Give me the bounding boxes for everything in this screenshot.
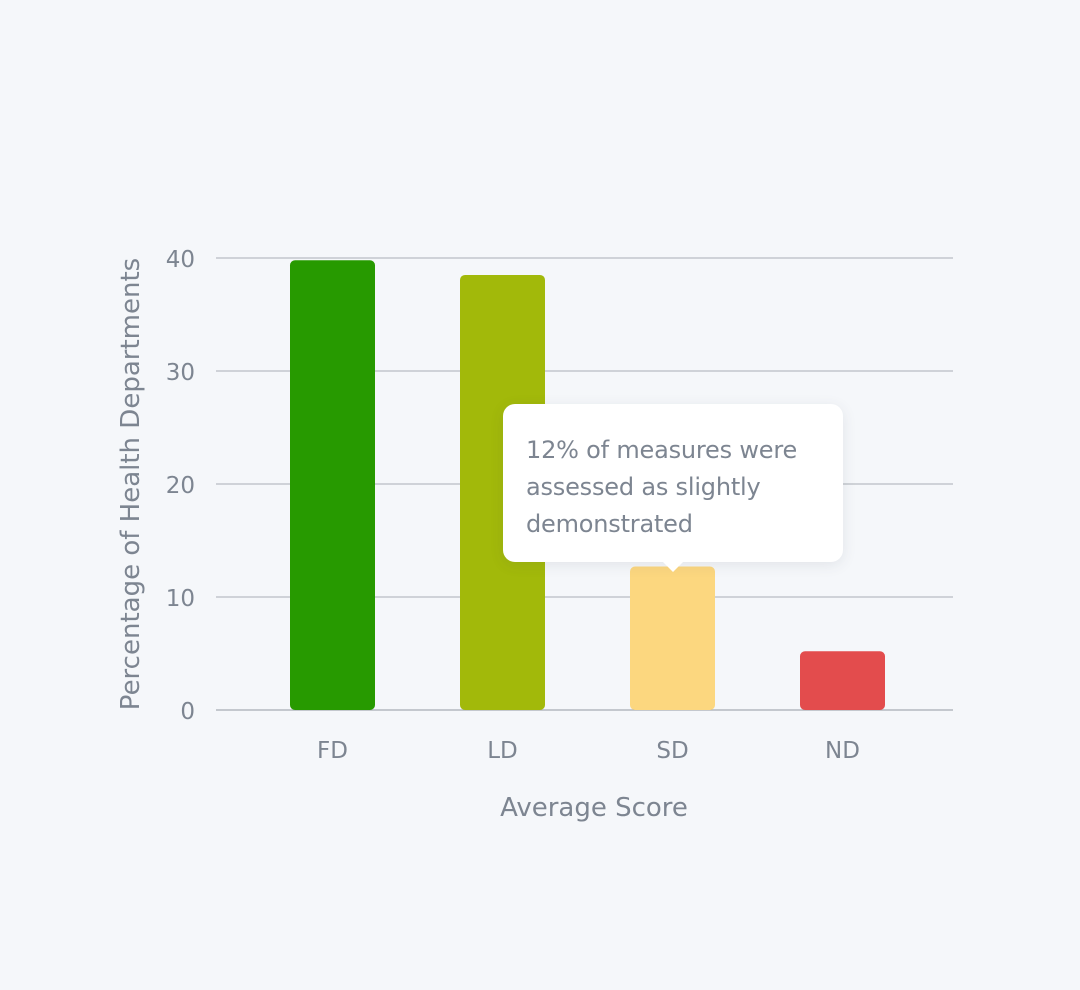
x-tick-label: FD: [317, 738, 348, 764]
x-tick-label: ND: [825, 738, 860, 764]
x-tick-label: SD: [656, 738, 688, 764]
y-tick-label: 30: [166, 360, 195, 386]
y-tick-label: 0: [180, 699, 195, 725]
x-axis-label: Average Score: [500, 793, 688, 823]
bars: [290, 260, 885, 710]
x-axis-ticks: FD LD SD ND: [317, 738, 860, 764]
bar-fd[interactable]: [290, 260, 375, 710]
bar-nd[interactable]: [800, 651, 885, 710]
y-axis-ticks: 0 10 20 30 40: [166, 247, 195, 725]
tooltip-line-1: 12% of measures were: [526, 436, 798, 464]
tooltip-pointer: [662, 561, 684, 572]
x-tick-label: LD: [487, 738, 518, 764]
y-tick-label: 20: [166, 473, 195, 499]
bar-sd[interactable]: [630, 566, 715, 710]
bar-ld[interactable]: [460, 274, 545, 710]
bar-tooltip: 12% of measures were assessed as slightl…: [503, 404, 843, 572]
tooltip-line-3: demonstrated: [526, 510, 693, 538]
y-tick-label: 10: [166, 586, 195, 612]
tooltip-line-2: assessed as slightly: [526, 473, 761, 501]
y-tick-label: 40: [166, 247, 195, 273]
y-axis-label: Percentage of Health Departments: [116, 258, 146, 710]
